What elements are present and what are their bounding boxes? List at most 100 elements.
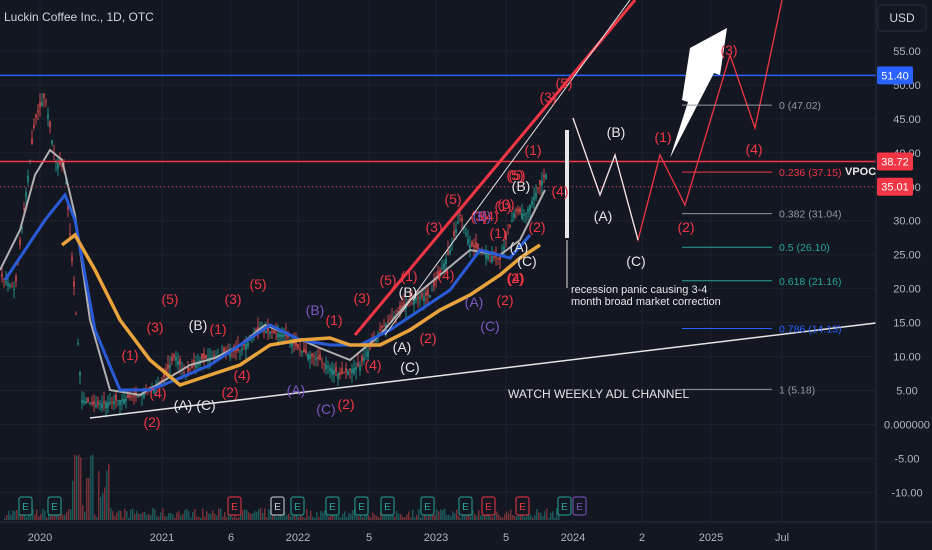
candle-body xyxy=(357,363,359,366)
wave-label: (C) xyxy=(196,397,215,413)
wave-label: (1) xyxy=(494,198,511,214)
candle-body xyxy=(229,352,231,357)
volume-bar xyxy=(404,517,406,520)
candle-body xyxy=(529,205,531,211)
candle-body xyxy=(343,372,345,374)
wave-label: (2) xyxy=(221,384,238,400)
annotations: VPOC recession panic causing 3-4 month b… xyxy=(508,166,876,401)
wave-label: (5) xyxy=(444,191,461,207)
candle-body xyxy=(49,121,51,128)
candle-body xyxy=(85,401,87,404)
volume-bar xyxy=(288,513,290,520)
candle-body xyxy=(113,401,115,405)
candle-body xyxy=(429,295,431,298)
candle-body xyxy=(7,283,9,286)
candle-body xyxy=(341,368,343,374)
volume-bar xyxy=(476,515,478,520)
volume-bar xyxy=(290,516,292,520)
white-correction-path xyxy=(572,117,639,241)
candle-body xyxy=(257,326,259,332)
currency-button[interactable]: USD xyxy=(877,4,927,32)
time-tick-label: 5 xyxy=(366,532,372,544)
candle-body xyxy=(527,209,529,213)
candle-body xyxy=(465,233,467,235)
volume-bar xyxy=(468,512,470,520)
orange-moving-average xyxy=(60,232,541,387)
candle-body xyxy=(265,331,267,334)
volume-bar xyxy=(338,515,340,520)
volume-bar xyxy=(440,509,442,520)
candle-body xyxy=(173,354,175,357)
candle-body xyxy=(467,239,469,244)
candle-body xyxy=(245,344,247,350)
earnings-marker xyxy=(354,496,369,516)
volume-bar xyxy=(316,512,318,520)
earnings-marker xyxy=(557,496,572,516)
candle-body xyxy=(541,181,543,186)
wave-label: (3) xyxy=(497,196,514,212)
wave-label: (2) xyxy=(496,292,513,308)
volume-bar xyxy=(528,512,530,520)
candle-body xyxy=(1,273,3,277)
fib-level-label: 0.618 (21.16) xyxy=(779,276,841,288)
time-tick-label: 2020 xyxy=(28,532,52,544)
trend-lines xyxy=(0,0,877,419)
volume-bar xyxy=(420,517,422,520)
earnings-marker-label: E xyxy=(358,502,365,513)
volume-bar xyxy=(538,512,540,520)
volume-bar xyxy=(364,515,366,520)
currency-label: USD xyxy=(889,11,915,25)
candle-body xyxy=(201,353,203,360)
volume-bar xyxy=(452,511,454,520)
candle-body xyxy=(279,334,281,337)
candle-body xyxy=(93,401,95,405)
volume-bar xyxy=(116,512,118,520)
candle-body xyxy=(21,227,23,229)
candle-body xyxy=(81,400,83,403)
volume-bar xyxy=(548,517,550,520)
volume-bar xyxy=(418,508,420,520)
volume-bar xyxy=(58,512,60,520)
volume-bar xyxy=(454,513,456,520)
volume-bar xyxy=(340,517,342,520)
volume-bar xyxy=(402,516,404,520)
volume-bar xyxy=(268,509,270,520)
candle-body xyxy=(271,331,273,333)
candle-body xyxy=(19,239,21,245)
earnings-marker xyxy=(515,496,530,516)
candle-body xyxy=(117,400,119,402)
volume-bar xyxy=(22,511,24,520)
arrow-up-icon xyxy=(670,28,727,158)
volume-bar xyxy=(482,512,484,520)
volume-bar xyxy=(182,513,184,520)
wave-label: (1) xyxy=(654,129,671,145)
candle-body xyxy=(137,395,139,398)
volume-bar xyxy=(346,516,348,520)
price-tag-label: 35.01 xyxy=(881,182,909,194)
candle-body xyxy=(509,224,511,227)
candle-body xyxy=(401,305,403,308)
candle-body xyxy=(485,253,487,259)
volume-bar xyxy=(248,512,250,520)
volume-bar xyxy=(414,517,416,520)
price-tick-label: 10.00 xyxy=(893,352,921,364)
volume-bar xyxy=(472,510,474,520)
volume-bar xyxy=(344,511,346,520)
candle-body xyxy=(457,222,459,224)
candle-body xyxy=(59,160,61,165)
wave-label: (5) xyxy=(249,276,266,292)
volume-bar xyxy=(208,513,210,520)
volume-bar xyxy=(260,508,262,520)
earnings-marker-label: E xyxy=(384,502,391,513)
candle-body xyxy=(183,371,185,373)
candle-body xyxy=(391,317,393,319)
volume-bar xyxy=(506,511,508,520)
candle-body xyxy=(23,208,25,210)
volume-bar xyxy=(16,509,18,520)
volume-bar xyxy=(298,516,300,520)
candle-body xyxy=(531,201,533,205)
volume-bar xyxy=(88,477,90,520)
candle-body xyxy=(291,342,293,347)
candle-body xyxy=(497,257,499,259)
candle-body xyxy=(241,348,243,350)
